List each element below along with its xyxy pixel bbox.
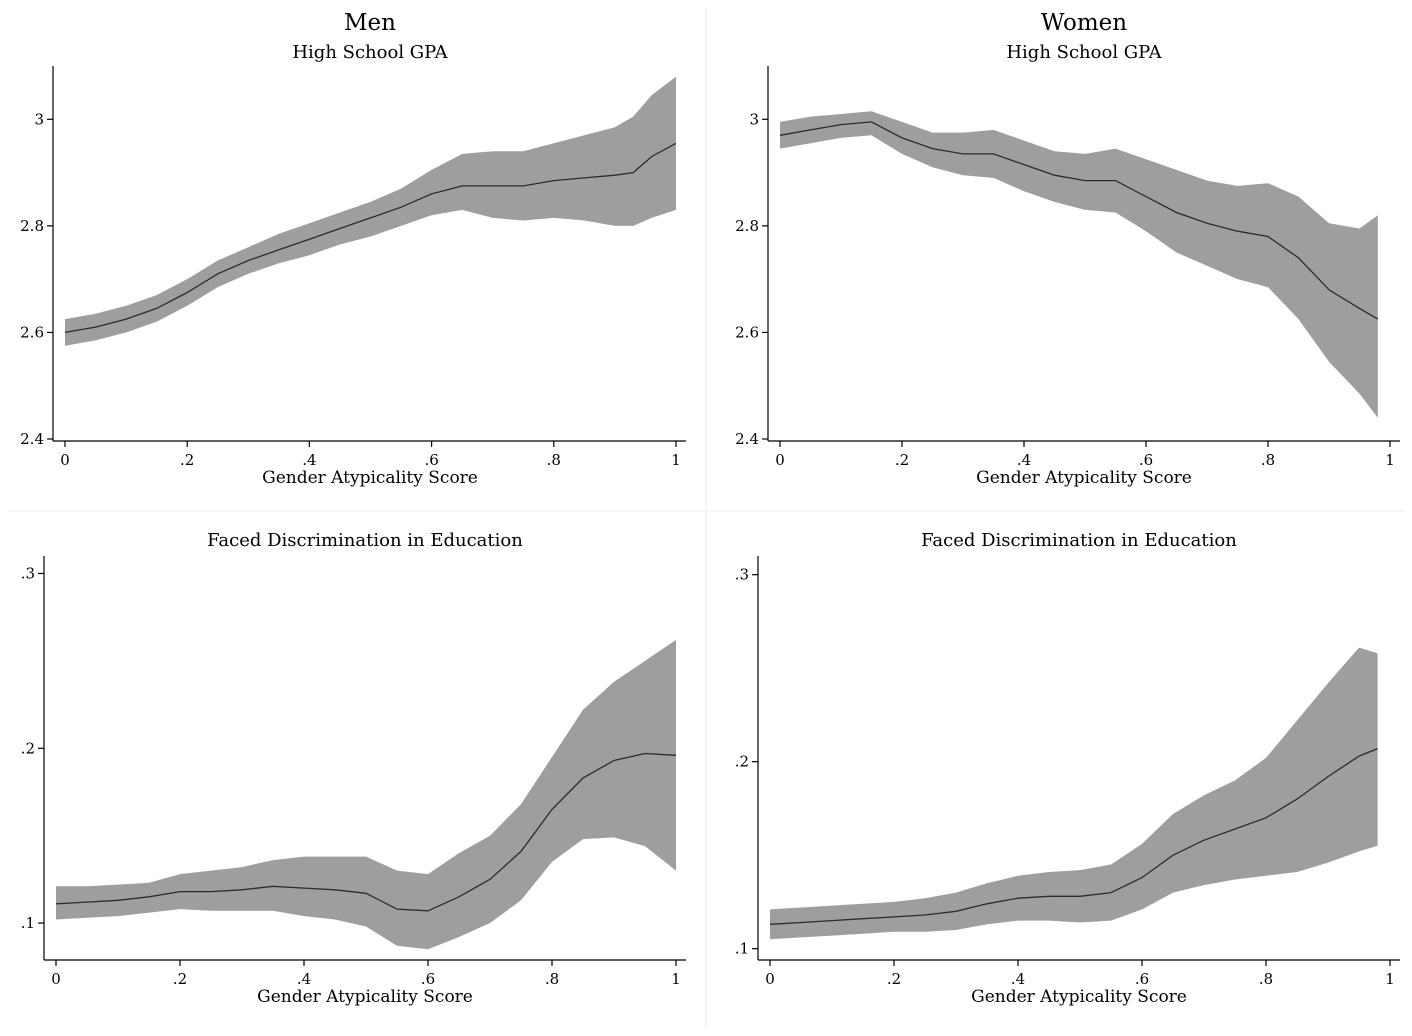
x-tick-label: 1 xyxy=(1385,970,1395,988)
x-tick-label: .2 xyxy=(173,970,187,988)
x-tick-label: .2 xyxy=(180,451,194,469)
x-tick-label: 1 xyxy=(671,451,681,469)
confidence-band xyxy=(780,111,1378,418)
x-tick-label: .6 xyxy=(1135,970,1149,988)
x-tick-label: .4 xyxy=(302,451,316,469)
panel-title: Faced Discrimination in Education xyxy=(207,530,523,551)
x-axis-title: Gender Atypicality Score xyxy=(257,987,473,1007)
panel-men-discrimination: Faced Discrimination in Education 0 .2 .4.… xyxy=(21,530,686,1007)
x-tick-label: 1 xyxy=(671,970,681,988)
x-tick-label: 1 xyxy=(1385,451,1395,469)
estimate-line xyxy=(55,752,677,912)
y-tick-label: 2.6 xyxy=(735,323,759,341)
y-tick-label: 2.4 xyxy=(735,430,759,448)
x-tick-label: .8 xyxy=(1261,451,1275,469)
y-tick-label: 2.4 xyxy=(20,430,44,448)
x-tick-label: .6 xyxy=(421,970,435,988)
x-tick-label: .2 xyxy=(895,451,909,469)
x-axis-title: Gender Atypicality Score xyxy=(971,987,1187,1007)
y-tick-label: 2.6 xyxy=(20,323,44,341)
y-tick-label: .2 xyxy=(21,739,35,757)
ticks: 0 .2 .4 .6 .8 1 2.4 2.6 2.8 3 xyxy=(735,110,1395,469)
ticks: 0 .2 .4 .6 .8 1 .1 .2 .3 xyxy=(21,564,681,988)
panel-men-gpa: Men High School GPA 0 .2 .4 .6 .8 1 2.4 2.6 2.8 3… xyxy=(20,10,686,488)
estimate-line xyxy=(779,121,1379,320)
y-tick-label: .1 xyxy=(735,940,749,958)
x-tick-label: .6 xyxy=(1139,451,1153,469)
x-tick-label: .8 xyxy=(547,451,561,469)
y-tick-label: 2.8 xyxy=(735,217,759,235)
x-tick-label: .4 xyxy=(1017,451,1031,469)
x-axis-title: Gender Atypicality Score xyxy=(262,468,478,488)
x-tick-label: .8 xyxy=(545,970,559,988)
x-tick-label: .4 xyxy=(1011,970,1025,988)
confidence-band xyxy=(65,76,676,346)
ticks: 0 .2 .4 .6 .8 1 .1 .2 .3 xyxy=(735,566,1395,988)
y-tick-label: 3 xyxy=(34,110,44,128)
x-tick-label: 0 xyxy=(765,970,775,988)
estimate-line xyxy=(769,747,1378,925)
panel-women-discrimination: Faced Discrimination in Education 0 .2 .4.… xyxy=(735,530,1400,1007)
confidence-band xyxy=(770,647,1378,940)
y-tick-label: 2.8 xyxy=(20,217,44,235)
x-axis-title: Gender Atypicality Score xyxy=(976,468,1192,488)
panel-women-gpa: Women High School GPA 0 .2 .4 .6 .8 1 2.4 2.6 2.… xyxy=(735,10,1400,488)
y-tick-label: .1 xyxy=(21,914,35,932)
column-title-men: Men xyxy=(344,10,396,36)
x-tick-label: 0 xyxy=(60,451,70,469)
panel-title: High School GPA xyxy=(292,42,448,63)
column-title-women: Women xyxy=(1041,10,1127,36)
x-tick-label: .4 xyxy=(297,970,311,988)
y-tick-label: .2 xyxy=(735,753,749,771)
x-tick-label: .8 xyxy=(1259,970,1273,988)
ticks: 0 .2 .4 .6 .8 1 2.4 2.6 2.8 3 xyxy=(20,110,681,469)
estimate-line xyxy=(64,142,677,334)
x-tick-label: 0 xyxy=(775,451,785,469)
y-tick-label: .3 xyxy=(735,566,749,584)
x-tick-label: .6 xyxy=(424,451,438,469)
panel-title: Faced Discrimination in Education xyxy=(921,530,1237,551)
panel-title: High School GPA xyxy=(1006,42,1162,63)
y-tick-label: 3 xyxy=(749,110,759,128)
confidence-band xyxy=(56,639,676,950)
x-tick-label: .2 xyxy=(887,970,901,988)
x-tick-label: 0 xyxy=(51,970,61,988)
y-tick-label: .3 xyxy=(21,564,35,582)
